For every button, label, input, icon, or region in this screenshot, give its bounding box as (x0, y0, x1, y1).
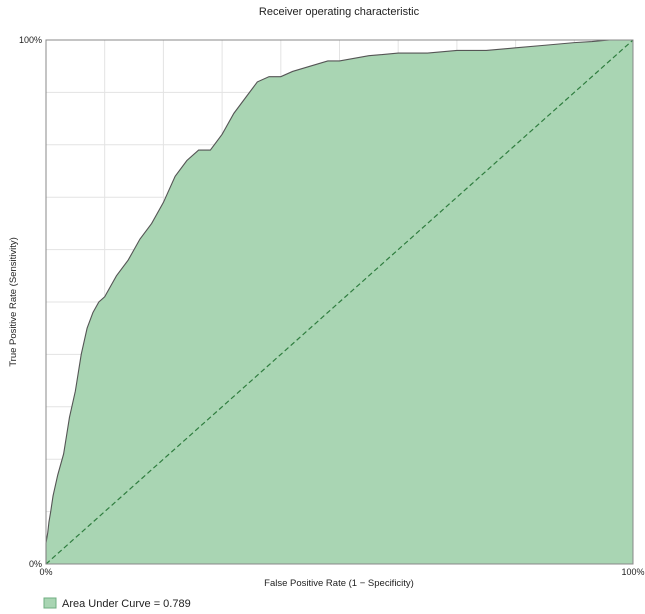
x-tick-label: 100% (621, 567, 644, 577)
y-axis-label: True Positive Rate (Sensitivity) (8, 237, 19, 367)
x-axis-label: False Positive Rate (1 − Specificity) (264, 578, 414, 589)
legend: Area Under Curve = 0.789 (43, 597, 191, 610)
chance-line-group (45, 39, 634, 565)
y-tick-label: 0% (29, 559, 42, 569)
chance-diagonal-line (45, 39, 634, 565)
tick-labels: 0% 100% 0% 100% (19, 35, 645, 577)
chart-title: Receiver operating characteristic (259, 6, 420, 18)
legend-swatch (43, 597, 57, 609)
y-tick-label: 100% (19, 35, 42, 45)
roc-curve-line (45, 39, 633, 564)
plot-border (45, 39, 634, 565)
x-tick-label: 0% (39, 567, 52, 577)
legend-label: Area Under Curve = 0.789 (62, 598, 191, 610)
